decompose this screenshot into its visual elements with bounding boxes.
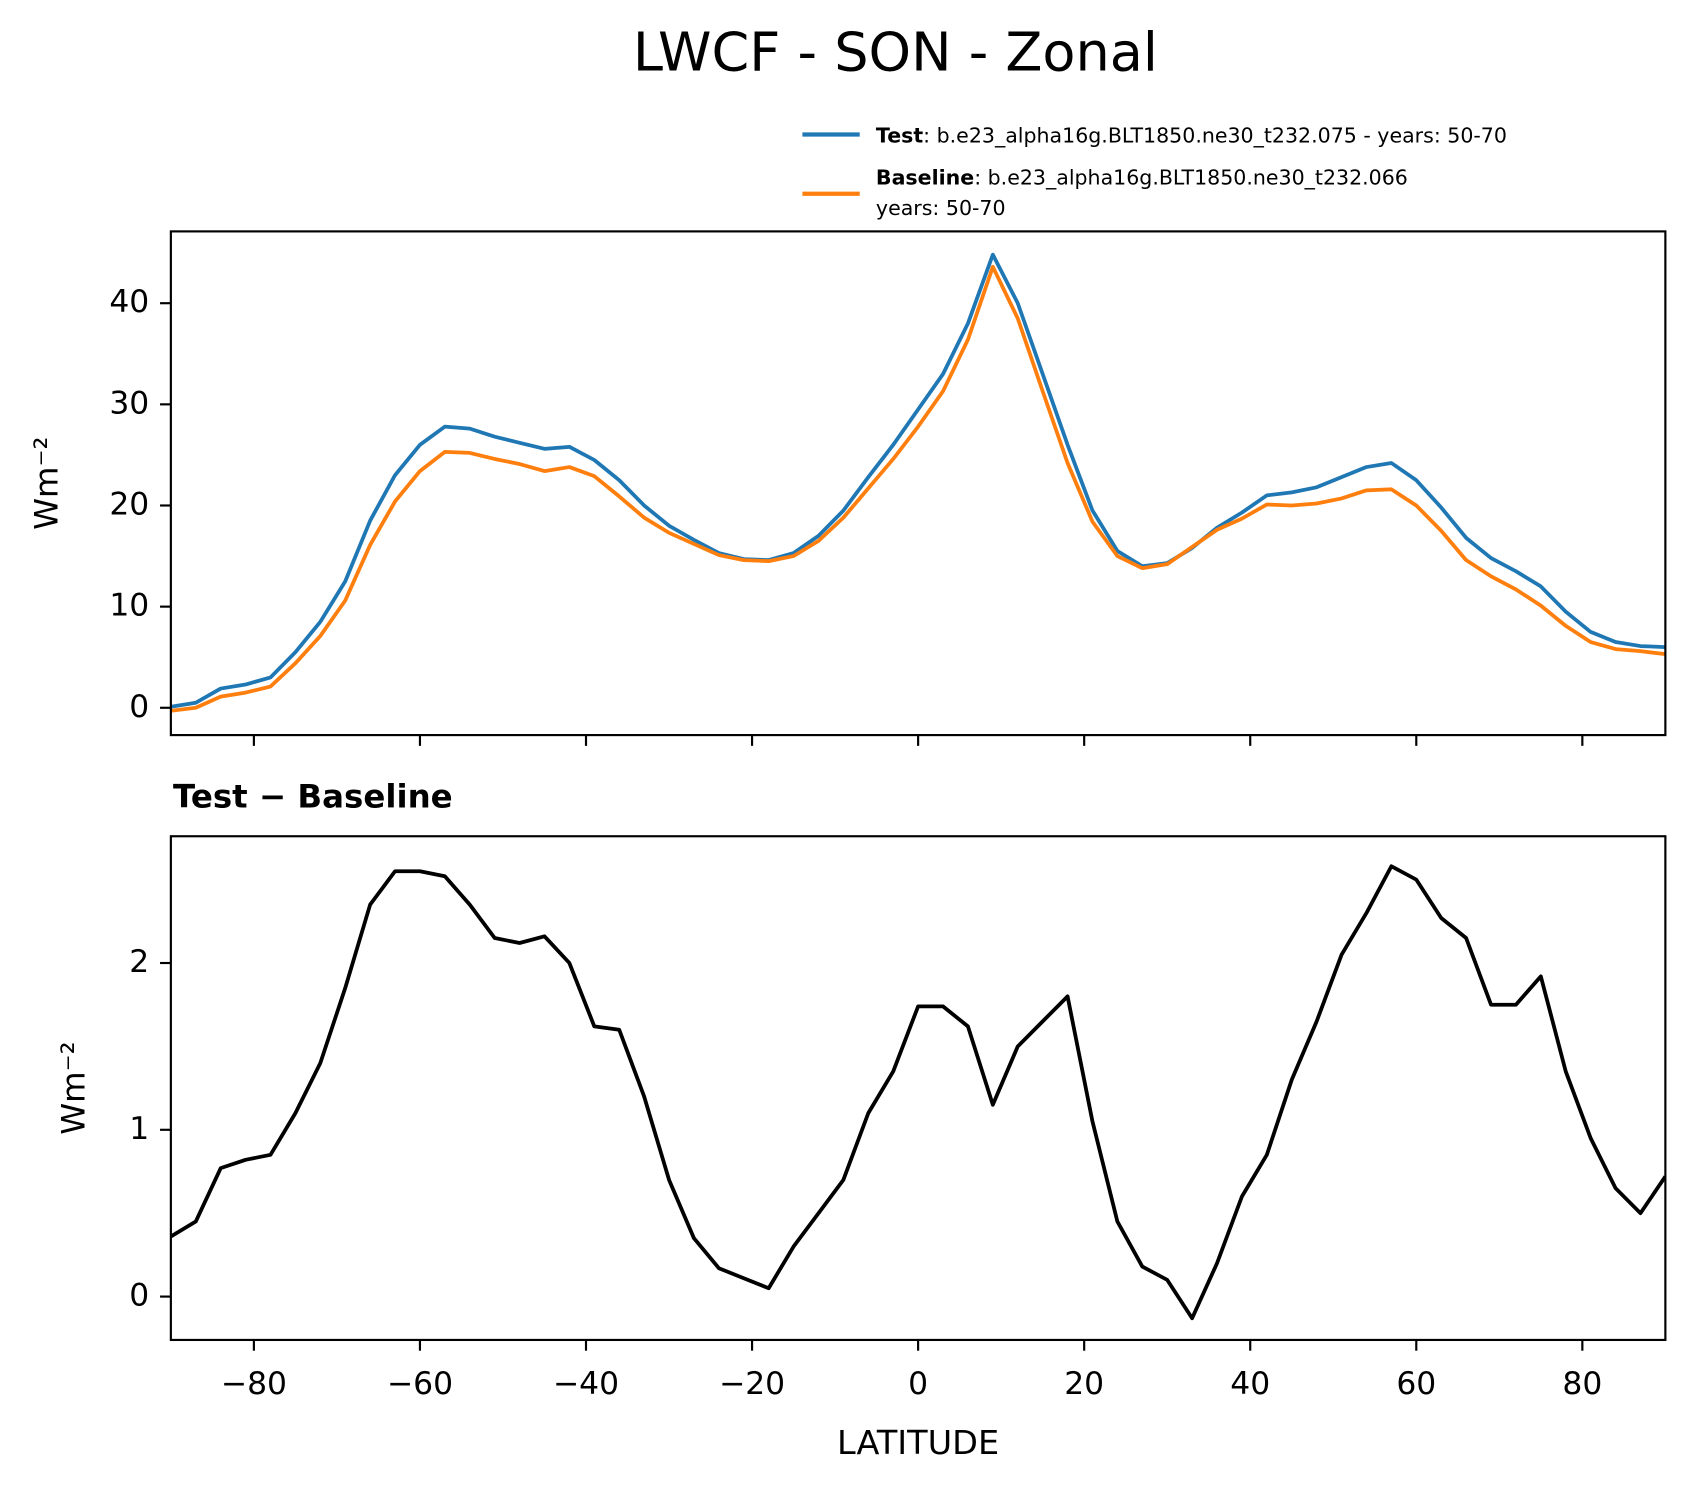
y-tick-label: 1 xyxy=(129,1111,149,1147)
subplot-title: Test − Baseline xyxy=(173,778,453,816)
axes-frame xyxy=(169,835,1667,1342)
y-tick-label: 0 xyxy=(129,689,149,725)
y-tick-label: 0 xyxy=(129,1278,149,1314)
legend-label: years: 50-70 xyxy=(876,196,1006,220)
legend-name: Test xyxy=(876,124,923,148)
figure-title: LWCF - SON - Zonal xyxy=(633,21,1158,84)
x-tick-label: 80 xyxy=(1562,1366,1602,1402)
legend-label: : b.e23_alpha16g.BLT1850.ne30_t232.075 -… xyxy=(923,124,1507,148)
y-axis-label: Wm⁻² xyxy=(28,437,66,530)
x-tick-label: −80 xyxy=(221,1366,287,1402)
x-tick-label: 20 xyxy=(1064,1366,1104,1402)
data-line xyxy=(170,252,1666,709)
legend-entry: Baseline: b.e23_alpha16g.BLT1850.ne30_t2… xyxy=(876,166,1408,190)
data-line xyxy=(170,264,1666,713)
y-tick-label: 40 xyxy=(109,284,149,320)
y-tick-label: 30 xyxy=(109,385,149,421)
axes-frame xyxy=(169,230,1667,737)
x-tick-label: 40 xyxy=(1230,1366,1270,1402)
x-tick-label: 0 xyxy=(908,1366,928,1402)
x-tick-label: 60 xyxy=(1396,1366,1436,1402)
legend-entry: Test: b.e23_alpha16g.BLT1850.ne30_t232.0… xyxy=(876,124,1507,148)
y-tick-label: 10 xyxy=(109,588,149,624)
legend-label: : b.e23_alpha16g.BLT1850.ne30_t232.066 xyxy=(974,166,1408,190)
y-tick-label: 20 xyxy=(109,487,149,523)
y-axis-label: Wm⁻² xyxy=(55,1041,93,1134)
x-axis-label: LATITUDE xyxy=(837,1423,999,1462)
x-tick-label: −20 xyxy=(719,1366,785,1402)
data-line xyxy=(170,864,1666,1321)
x-tick-label: −60 xyxy=(387,1366,453,1402)
legend-entry: years: 50-70 xyxy=(876,196,1006,220)
y-tick-label: 2 xyxy=(129,944,149,980)
legend-name: Baseline xyxy=(876,166,974,190)
x-tick-label: −40 xyxy=(553,1366,619,1402)
